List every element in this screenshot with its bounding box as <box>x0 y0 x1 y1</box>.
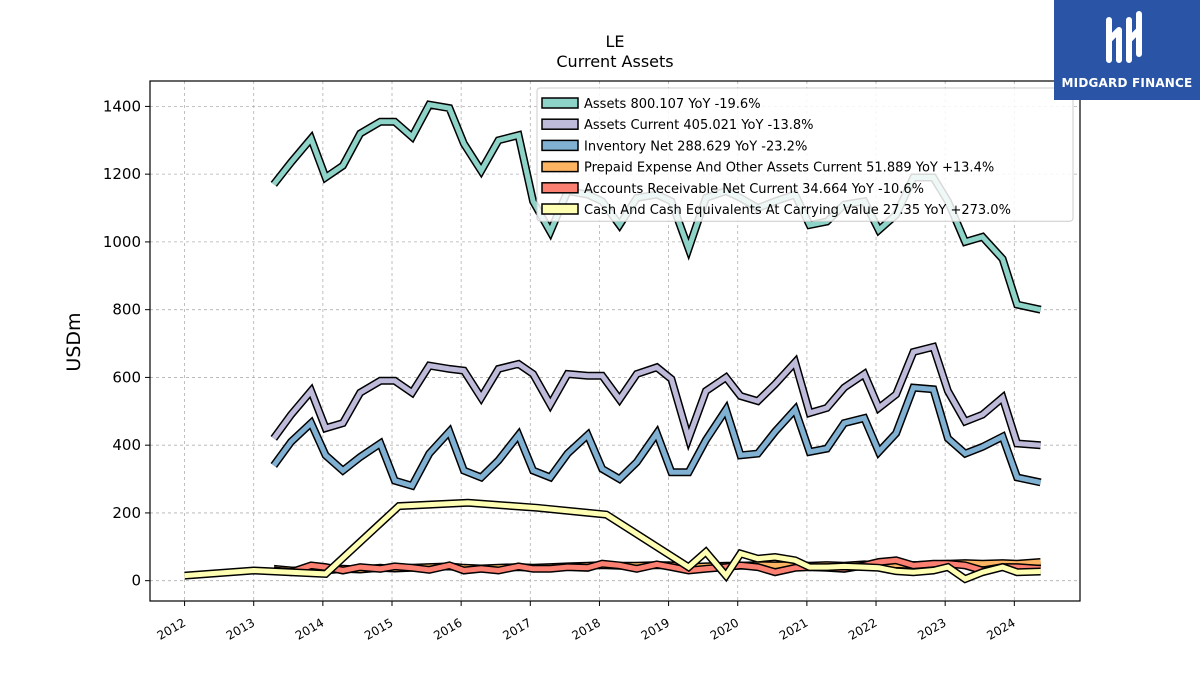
series-line <box>184 500 1041 582</box>
x-tick-label: 2012 <box>155 615 188 642</box>
legend-entry: Accounts Receivable Net Current 34.664 Y… <box>584 182 924 197</box>
logo-text: MIDGARD FINANCE <box>1061 76 1193 90</box>
x-tick-label: 2023 <box>915 615 948 642</box>
x-tick-label: 2021 <box>777 615 810 642</box>
x-tick-label: 2024 <box>984 615 1017 642</box>
legend-entry: Cash And Cash Equivalents At Carrying Va… <box>584 203 1011 218</box>
legend-swatch <box>541 97 579 109</box>
series-line <box>271 384 1042 489</box>
series-line <box>273 557 1041 575</box>
legend-entry: Inventory Net 288.629 YoY -23.2% <box>584 139 807 154</box>
legend-entry: Assets 800.107 YoY -19.6% <box>584 97 761 112</box>
series-line <box>271 343 1041 448</box>
legend-entry: Prepaid Expense And Other Assets Current… <box>584 161 994 176</box>
legend-swatch <box>541 160 579 173</box>
legend-swatch <box>541 182 579 194</box>
series-2 <box>270 383 1042 491</box>
x-tick-label: 2013 <box>224 615 257 642</box>
x-tick-label: 2015 <box>362 615 395 642</box>
legend-swatch <box>541 139 579 152</box>
y-tick-label: 600 <box>112 368 141 386</box>
midgard-logo-icon <box>1106 11 1142 63</box>
y-tick-label: 1000 <box>103 233 141 251</box>
y-axis-ticks: 0 200 400 600 800 1000 1200 1400 <box>103 97 150 590</box>
y-tick-label: 800 <box>112 301 141 319</box>
x-tick-label: 2020 <box>708 615 741 642</box>
x-axis-ticks: 2012 2013 2014 2015 2016 2017 2018 2019 2020 2021… <box>155 601 1018 643</box>
series-1 <box>270 342 1041 452</box>
series-5 <box>184 498 1041 584</box>
chart-title-line1: LE <box>605 32 624 51</box>
x-tick-label: 2022 <box>846 615 879 642</box>
y-tick-label: 1200 <box>103 165 141 183</box>
chart-title-line2: Current Assets <box>556 52 673 71</box>
series-4 <box>273 556 1041 577</box>
y-tick-label: 400 <box>112 436 141 454</box>
legend-entry: Assets Current 405.021 YoY -13.8% <box>584 118 814 133</box>
legend-swatch <box>541 203 579 215</box>
y-axis-label: USDm <box>63 312 85 371</box>
legend: Assets 800.107 YoY -19.6% Assets Current … <box>536 87 1074 222</box>
y-tick-label: 200 <box>112 504 141 522</box>
y-tick-label: 0 <box>131 572 141 590</box>
legend-swatch <box>541 118 579 130</box>
x-tick-label: 2018 <box>569 615 602 642</box>
x-tick-label: 2019 <box>639 615 672 642</box>
x-tick-label: 2016 <box>431 615 464 642</box>
legend-box <box>536 87 1074 222</box>
midgard-finance-logo: MIDGARD FINANCE <box>1054 0 1200 100</box>
y-tick-label: 1400 <box>103 97 141 115</box>
x-tick-label: 2014 <box>293 615 326 642</box>
plot-frame <box>149 80 1081 602</box>
x-tick-label: 2017 <box>500 615 533 642</box>
